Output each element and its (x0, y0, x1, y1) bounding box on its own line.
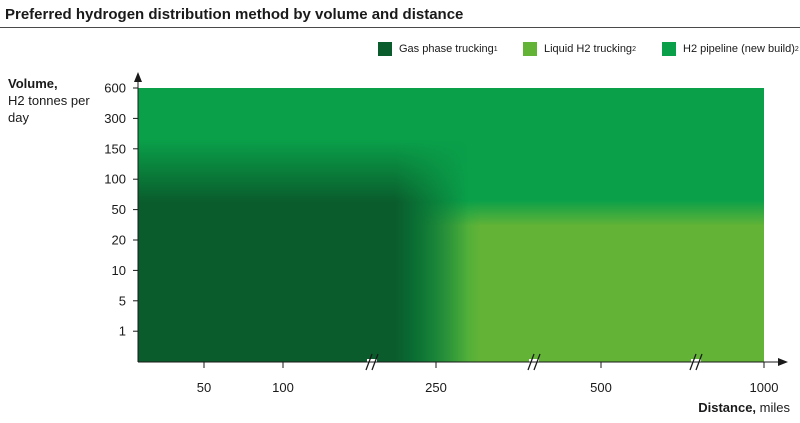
y-axis-arrow (134, 72, 142, 82)
legend-note-gas-trucking: 1 (493, 45, 498, 53)
y-tick-label-5: 5 (119, 293, 126, 308)
legend-label-gas-trucking: Gas phase trucking (399, 43, 494, 55)
legend-item-liquid-trucking: Liquid H2 trucking 2 (523, 42, 636, 56)
legend-note-pipeline: 2 (794, 45, 799, 53)
legend-label-pipeline: H2 pipeline (new build) (683, 43, 795, 55)
y-axis-label: Volume, H2 tonnes per day (8, 75, 103, 126)
y-axis-label-units: H2 tonnes per day (8, 93, 90, 125)
y-tick-label-10: 10 (112, 263, 126, 278)
y-tick-label-20: 20 (112, 233, 126, 248)
y-tick-label-1: 1 (119, 324, 126, 339)
chart-title: Preferred hydrogen distribution method b… (5, 6, 464, 23)
x-axis-label-main: Distance, (698, 400, 757, 415)
x-tick-label-50: 50 (197, 380, 211, 395)
x-tick-label-1000: 1000 (750, 380, 779, 395)
x-axis-label: Distance, miles (698, 400, 790, 415)
title-divider (0, 27, 800, 28)
legend-swatch-gas-trucking (378, 42, 392, 56)
legend-swatch-pipeline (662, 42, 676, 56)
y-tick-label-300: 300 (104, 111, 126, 126)
x-tick-label-500: 500 (590, 380, 612, 395)
y-axis-label-main: Volume, (8, 76, 58, 91)
y-tick-label-50: 50 (112, 202, 126, 217)
legend-item-gas-trucking: Gas phase trucking 1 (378, 42, 498, 56)
x-axis-ticks: 50 100 250 500 1000 (197, 362, 779, 395)
legend-swatch-liquid-trucking (523, 42, 537, 56)
x-axis-label-units: miles (756, 400, 790, 415)
legend-note-liquid-trucking: 2 (632, 45, 636, 53)
y-tick-label-100: 100 (104, 172, 126, 187)
x-axis-arrow (778, 358, 788, 366)
region-gas-trucking (138, 140, 468, 362)
region-liquid-trucking (410, 200, 764, 362)
x-tick-label-100: 100 (272, 380, 294, 395)
legend-label-liquid-trucking: Liquid H2 trucking (544, 43, 633, 55)
legend: Gas phase trucking 1 Liquid H2 trucking 2 … (0, 42, 800, 62)
legend-item-pipeline: H2 pipeline (new build) 2 (662, 42, 799, 56)
y-tick-label-600: 600 (104, 81, 126, 96)
y-tick-label-150: 150 (104, 141, 126, 156)
x-tick-label-250: 250 (425, 380, 447, 395)
y-axis-ticks: 600 300 150 100 50 20 10 5 1 (104, 81, 138, 339)
